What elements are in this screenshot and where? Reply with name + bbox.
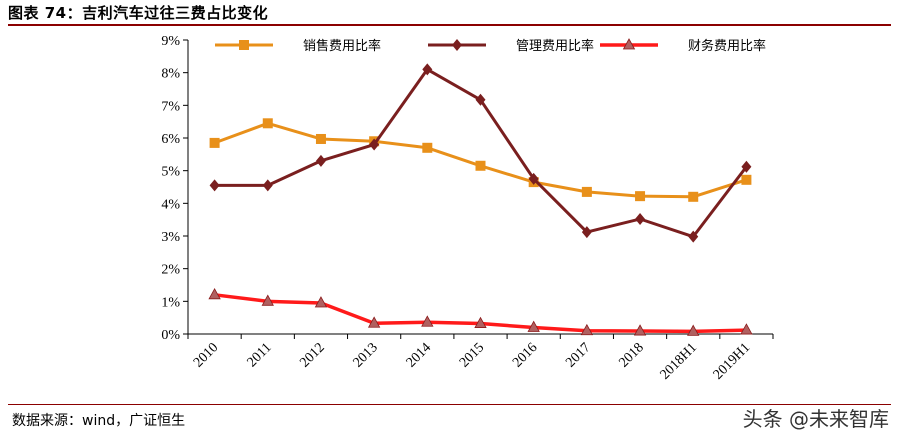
legend-label: 财务费用比率: [688, 38, 766, 54]
data-point: [687, 324, 700, 336]
data-point: [262, 179, 273, 192]
figure-title: 图表 74：吉利汽车过往三费占比变化: [8, 4, 269, 22]
data-point: [581, 186, 592, 197]
series-3: [208, 287, 753, 336]
data-point: [475, 93, 486, 106]
x-tick-label: 2018H1: [658, 340, 701, 383]
data-point: [741, 160, 752, 173]
legend-item-3: 财务费用比率: [600, 38, 766, 54]
legend-item-2: 管理费用比率: [428, 38, 594, 54]
data-point: [635, 191, 646, 202]
series-layer: [208, 63, 753, 336]
footer-divider: [8, 404, 891, 405]
y-tick-label: 9%: [161, 34, 180, 49]
data-point: [741, 174, 752, 185]
y-tick-label: 7%: [161, 99, 180, 114]
legend-label: 管理费用比率: [516, 38, 594, 54]
source-note: 数据来源：wind，广证恒生: [12, 413, 186, 429]
data-point: [580, 323, 594, 336]
chart-legend: 销售费用比率 管理费用比率 财务费用比率: [215, 38, 766, 54]
x-tick-label: 2019H1: [711, 340, 754, 383]
y-tick-label: 6%: [161, 132, 180, 147]
y-tick-label: 8%: [161, 67, 180, 82]
y-tick-label: 0%: [161, 328, 180, 343]
y-tick-label: 1%: [161, 295, 180, 310]
data-point: [262, 118, 273, 129]
data-point: [688, 191, 699, 202]
legend-swatch-marker: [239, 40, 249, 50]
data-point: [422, 63, 433, 76]
x-tick-label: 2010: [191, 340, 221, 370]
data-point: [581, 226, 592, 239]
title-divider: [8, 24, 891, 26]
data-point: [369, 138, 380, 151]
legend-swatch-marker: [452, 39, 462, 51]
y-tick-label: 2%: [161, 263, 180, 278]
x-tick-label: 2017: [563, 340, 593, 370]
data-point: [422, 142, 433, 153]
data-point: [367, 316, 381, 328]
legend-label: 销售费用比率: [303, 38, 381, 54]
x-tick-label: 2018: [616, 340, 646, 370]
line-chart: 0% 1% 2% 3% 4% 5% 6% 7% 8% 9% 2010 2011 2012 2013 2014…: [161, 34, 774, 383]
data-point: [635, 213, 646, 226]
series-line: [214, 121, 747, 199]
data-point: [261, 294, 274, 306]
legend-item-1: 销售费用比率: [215, 38, 381, 54]
data-point: [209, 179, 220, 192]
data-point: [474, 316, 487, 328]
data-point: [475, 160, 486, 171]
data-point: [315, 154, 326, 167]
y-tick-label: 5%: [161, 165, 180, 180]
data-point: [314, 296, 328, 308]
legend-swatch-marker: [622, 38, 636, 50]
y-tick-label: 3%: [161, 230, 180, 245]
x-tick-label: 2015: [457, 340, 487, 370]
data-point: [209, 137, 220, 148]
watermark: 头条 @未来智库: [742, 407, 889, 431]
x-tick-label: 2012: [297, 340, 327, 370]
x-tick-label: 2011: [245, 340, 275, 370]
series-2: [209, 63, 752, 243]
data-point: [688, 230, 699, 243]
data-point: [315, 133, 326, 144]
data-point: [421, 315, 434, 327]
data-point: [527, 320, 540, 332]
x-tick-label: 2016: [510, 340, 540, 370]
data-point: [528, 172, 539, 185]
data-point: [740, 323, 753, 335]
x-tick-label: 2013: [351, 340, 381, 370]
data-point: [208, 287, 221, 300]
series-1: [209, 118, 752, 202]
y-tick-label: 4%: [161, 197, 180, 212]
data-point: [633, 324, 647, 336]
x-tick-label: 2014: [404, 340, 434, 370]
